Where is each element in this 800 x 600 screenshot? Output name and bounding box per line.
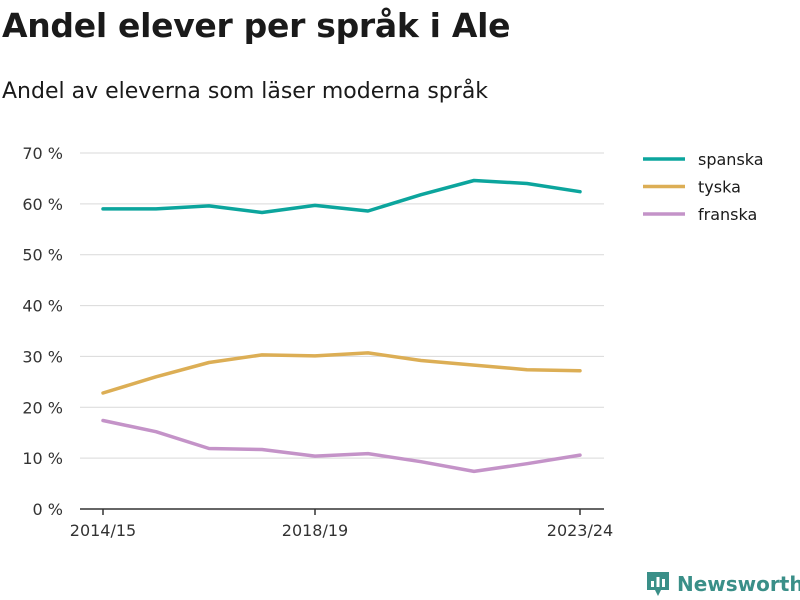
series-lines — [101, 178, 582, 474]
chart-subtitle: Andel av eleverna som läser moderna språ… — [2, 79, 489, 104]
brand-logo: Newsworthy — [645, 570, 800, 598]
x-tick-label: 2018/19 — [282, 521, 348, 540]
y-tick-label: 50 % — [22, 246, 63, 265]
legend-label-franska: franska — [698, 205, 757, 224]
y-tick-label: 30 % — [22, 347, 63, 366]
legend-label-spanska: spanska — [698, 150, 764, 169]
legend: spanska tyska franska — [643, 150, 764, 224]
x-axis: 2014/15 2018/19 2023/24 — [70, 508, 613, 540]
y-tick-label: 40 % — [22, 297, 63, 316]
y-tick-label: 0 % — [33, 500, 63, 519]
y-axis-tick-labels: 0 % 10 % 20 % 30 % 40 % 50 % 60 % 70 % — [22, 144, 63, 519]
brand-name: Newsworthy — [677, 572, 800, 596]
series-line-tyska — [101, 351, 582, 395]
series-line-franska — [101, 418, 582, 474]
y-tick-label: 20 % — [22, 398, 63, 417]
y-tick-label: 70 % — [22, 144, 63, 163]
x-tick-label: 2023/24 — [547, 521, 613, 540]
y-tick-label: 10 % — [22, 449, 63, 468]
chart-title: Andel elever per språk i Ale — [2, 6, 511, 45]
x-tick-label: 2014/15 — [70, 521, 136, 540]
y-tick-label: 60 % — [22, 195, 63, 214]
line-chart: 0 %10 %20 %30 %40 %50 %60 %70 % 2014/15 2… — [22, 144, 764, 540]
series-line-spanska — [101, 178, 582, 215]
newsworthy-logo-icon — [647, 572, 669, 596]
legend-label-tyska: tyska — [698, 178, 741, 197]
gridlines — [80, 152, 604, 459]
